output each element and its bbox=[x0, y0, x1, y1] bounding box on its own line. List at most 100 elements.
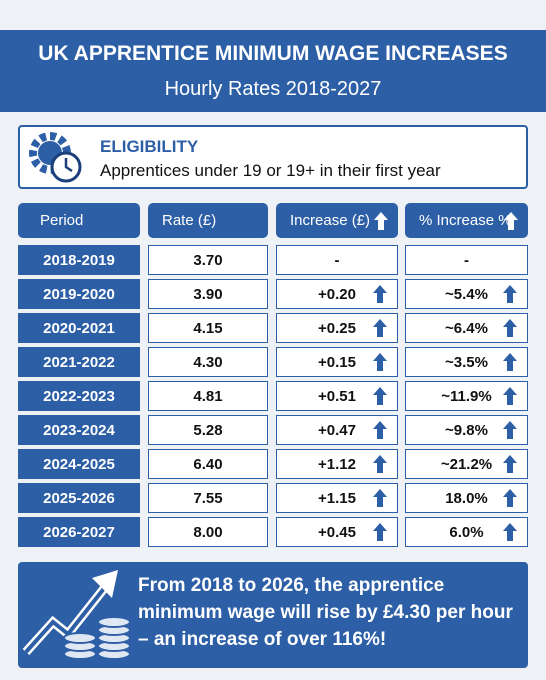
period-cell-text: 2026-2027 bbox=[43, 523, 115, 541]
column-header-text: Rate (£) bbox=[162, 212, 217, 229]
value-cell: +1.12 bbox=[276, 449, 398, 479]
value-cell: +0.47 bbox=[276, 415, 398, 445]
column-header: Period bbox=[18, 203, 140, 238]
up-arrow bbox=[373, 353, 387, 371]
column-header: Increase (£) bbox=[276, 203, 398, 238]
up-arrow bbox=[373, 421, 387, 439]
up-arrow bbox=[503, 489, 517, 507]
value-cell: ~9.8% bbox=[405, 415, 528, 445]
period-cell: 2018-2019 bbox=[18, 245, 140, 275]
value-cell: 3.70 bbox=[148, 245, 268, 275]
value-cell: 6.40 bbox=[148, 449, 268, 479]
column-header-text: Increase (£) bbox=[290, 212, 371, 229]
up-arrow bbox=[503, 455, 517, 473]
value-cell: ~5.4% bbox=[405, 279, 528, 309]
eligibility-box: ELIGIBILITY Apprentices under 19 or 19+ … bbox=[18, 125, 528, 189]
value-cell-text: 6.40 bbox=[193, 455, 223, 473]
up-arrow bbox=[373, 523, 387, 541]
value-cell-text: 4.81 bbox=[193, 387, 223, 405]
value-cell-text: ~5.4% bbox=[445, 285, 488, 303]
value-cell-text: +0.51 bbox=[318, 387, 356, 405]
value-cell-text: 3.70 bbox=[193, 251, 223, 269]
value-cell: +0.51 bbox=[276, 381, 398, 411]
period-cell-text: 2025-2026 bbox=[43, 489, 115, 507]
up-arrow bbox=[373, 285, 387, 303]
value-cell: ~3.5% bbox=[405, 347, 528, 377]
column-header-text: Period bbox=[40, 212, 84, 229]
period-cell: 2019-2020 bbox=[18, 279, 140, 309]
value-cell: 18.0% bbox=[405, 483, 528, 513]
period-cell-text: 2020-2021 bbox=[43, 319, 115, 337]
header: UK APPRENTICE MINIMUM WAGE INCREASES Hou… bbox=[0, 30, 546, 112]
up-arrow bbox=[373, 489, 387, 507]
up-arrow bbox=[374, 211, 388, 230]
period-cell: 2022-2023 bbox=[18, 381, 140, 411]
value-cell-text: - bbox=[464, 251, 469, 269]
eligibility-label: ELIGIBILITY bbox=[100, 137, 199, 156]
value-cell: - bbox=[405, 245, 528, 275]
value-cell: ~6.4% bbox=[405, 313, 528, 343]
period-cell-text: 2023-2024 bbox=[43, 421, 115, 439]
period-cell: 2020-2021 bbox=[18, 313, 140, 343]
value-cell-text: - bbox=[334, 251, 340, 269]
gear-clock-icon bbox=[29, 132, 82, 183]
column-header-text: % Increase % bbox=[419, 212, 512, 229]
value-cell-text: ~3.5% bbox=[445, 353, 488, 371]
value-cell-text: +0.15 bbox=[318, 353, 356, 371]
value-cell-text: 4.30 bbox=[193, 353, 223, 371]
value-cell-text: ~6.4% bbox=[445, 319, 488, 337]
value-cell-text: 6.0% bbox=[449, 523, 484, 541]
value-cell-text: +1.12 bbox=[318, 455, 356, 473]
value-cell-text: +1.15 bbox=[318, 489, 356, 507]
up-arrow bbox=[373, 319, 387, 337]
value-cell: 5.28 bbox=[148, 415, 268, 445]
value-cell: 3.90 bbox=[148, 279, 268, 309]
value-cell-text: +0.25 bbox=[318, 319, 356, 337]
value-cell: 7.55 bbox=[148, 483, 268, 513]
period-cell-text: 2024-2025 bbox=[43, 455, 115, 473]
up-arrow bbox=[503, 353, 517, 371]
period-cell: 2023-2024 bbox=[18, 415, 140, 445]
period-cell-text: 2018-2019 bbox=[43, 251, 115, 269]
period-cell-text: 2022-2023 bbox=[43, 387, 115, 405]
value-cell: +0.45 bbox=[276, 517, 398, 547]
value-cell-text: +0.47 bbox=[318, 421, 356, 439]
value-cell: 4.15 bbox=[148, 313, 268, 343]
column-header: Rate (£) bbox=[148, 203, 268, 238]
up-arrow bbox=[504, 211, 518, 230]
value-cell-text: ~9.8% bbox=[445, 421, 488, 439]
period-cell: 2025-2026 bbox=[18, 483, 140, 513]
up-arrow bbox=[373, 387, 387, 405]
value-cell: ~11.9% bbox=[405, 381, 528, 411]
period-cell: 2024-2025 bbox=[18, 449, 140, 479]
subtitle: Hourly Rates 2018-2027 bbox=[164, 78, 382, 100]
period-cell-text: 2019-2020 bbox=[43, 285, 115, 303]
value-cell-text: 7.55 bbox=[193, 489, 223, 507]
up-arrow bbox=[503, 421, 517, 439]
value-cell: 8.00 bbox=[148, 517, 268, 547]
value-cell-text: 8.00 bbox=[193, 523, 223, 541]
up-arrow bbox=[503, 523, 517, 541]
value-cell: 4.81 bbox=[148, 381, 268, 411]
summary-box: From 2018 to 2026, the apprentice minimu… bbox=[18, 562, 528, 668]
value-cell-text: 5.28 bbox=[193, 421, 223, 439]
up-arrow bbox=[503, 319, 517, 337]
value-cell: 4.30 bbox=[148, 347, 268, 377]
value-cell: +1.15 bbox=[276, 483, 398, 513]
value-cell: +0.20 bbox=[276, 279, 398, 309]
period-cell: 2026-2027 bbox=[18, 517, 140, 547]
value-cell-text: +0.20 bbox=[318, 285, 356, 303]
value-cell: - bbox=[276, 245, 398, 275]
eligibility-text: Apprentices under 19 or 19+ in their fir… bbox=[100, 161, 441, 180]
value-cell-text: 3.90 bbox=[193, 285, 223, 303]
value-cell-text: 4.15 bbox=[193, 319, 223, 337]
up-arrow bbox=[373, 455, 387, 473]
summary-text: From 2018 to 2026, the apprentice minimu… bbox=[138, 575, 513, 650]
period-cell-text: 2021-2022 bbox=[43, 353, 115, 371]
value-cell-text: 18.0% bbox=[445, 489, 488, 507]
value-cell-text: ~21.2% bbox=[440, 455, 493, 473]
period-cell: 2021-2022 bbox=[18, 347, 140, 377]
value-cell-text: ~11.9% bbox=[441, 387, 492, 405]
value-cell: +0.25 bbox=[276, 313, 398, 343]
